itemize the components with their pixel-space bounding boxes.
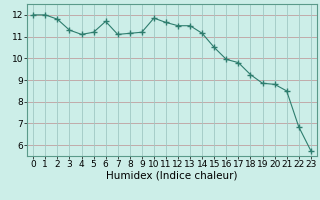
X-axis label: Humidex (Indice chaleur): Humidex (Indice chaleur) [106,171,238,181]
